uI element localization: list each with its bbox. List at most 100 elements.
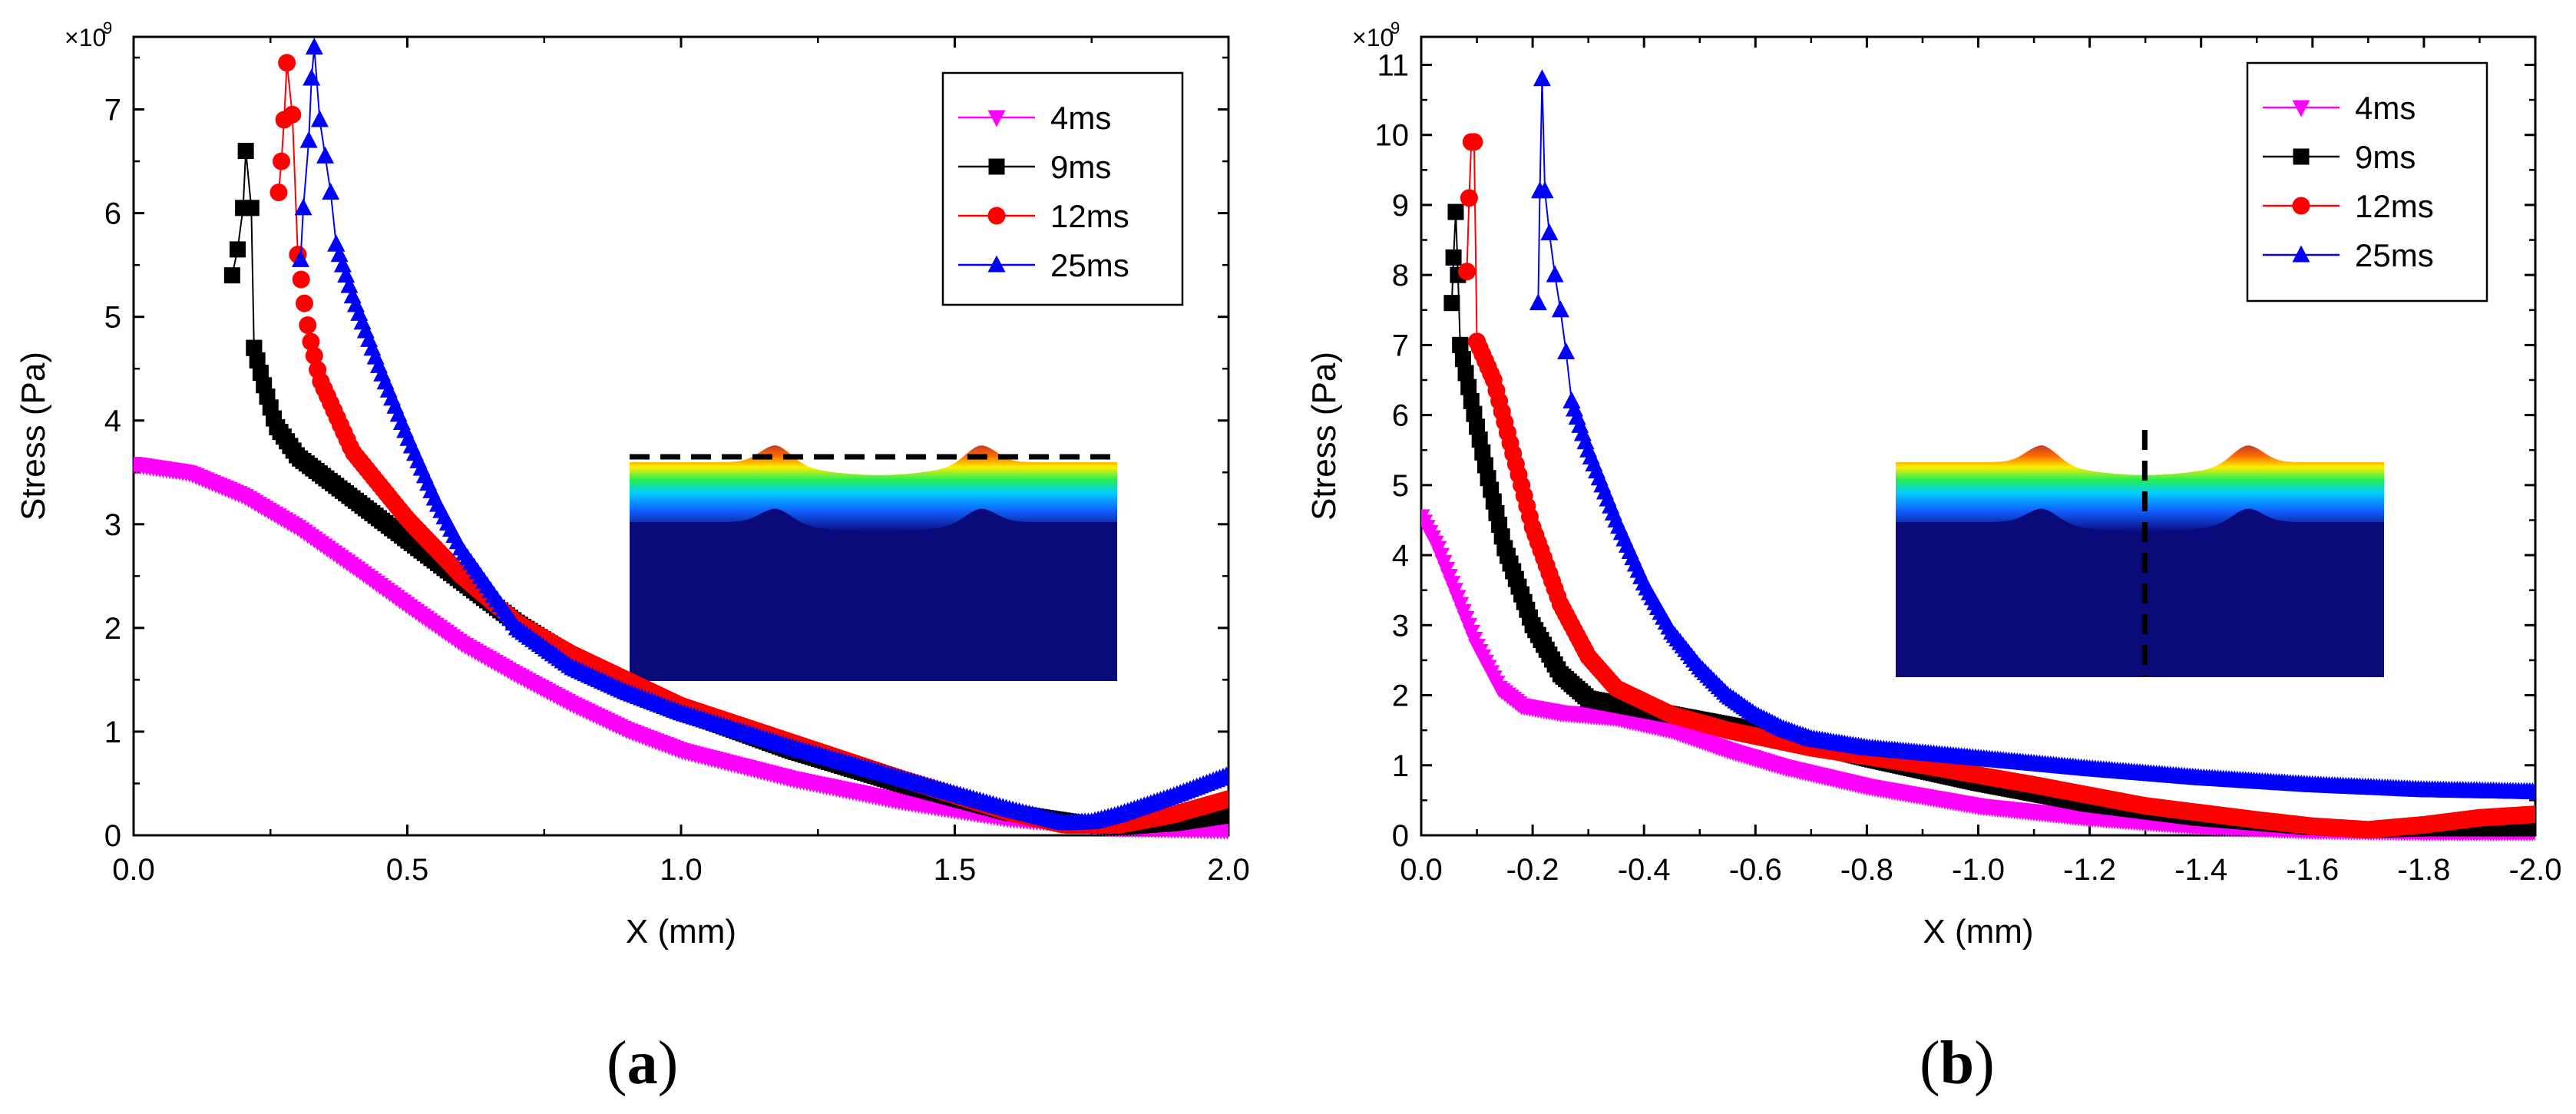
x-tick-label: -0.8 [1840, 853, 1893, 887]
x-tick-label: 2.0 [1207, 853, 1250, 887]
legend-marker-4ms [2292, 100, 2310, 117]
data-point-25ms [1546, 265, 1564, 283]
x-tick-label: -1.0 [1952, 853, 2005, 887]
data-point-12ms [2526, 805, 2535, 824]
x-tick-label: -1.8 [2397, 853, 2450, 887]
data-point-9ms [237, 143, 254, 160]
data-point-4ms [1219, 822, 1228, 840]
data-point-9ms [1457, 365, 1474, 382]
legend-label-25ms: 25ms [2355, 237, 2434, 273]
data-point-25ms [1529, 293, 1547, 311]
panel-label-a: (a) [607, 1030, 679, 1097]
x-tick-label: -1.6 [2286, 853, 2339, 887]
series-4ms [134, 456, 1228, 840]
x-tick-label: -0.4 [1618, 853, 1671, 887]
y-tick-label: 11 [1377, 48, 1409, 82]
data-point-12ms [299, 316, 317, 334]
y-multiplier-label: ×10 [1352, 24, 1394, 51]
legend-label-4ms: 4ms [2355, 90, 2416, 126]
x-tick-label: -0.6 [1729, 853, 1782, 887]
legend-marker-9ms [2293, 148, 2310, 165]
data-point-25ms [310, 110, 329, 127]
x-axis-label: X (mm) [626, 913, 736, 950]
y-tick-label: 1 [1392, 749, 1409, 783]
data-point-12ms [283, 105, 302, 124]
x-tick-label: -0.2 [1506, 853, 1559, 887]
y-tick-label: 5 [104, 301, 121, 335]
series-25ms [1529, 69, 2535, 799]
data-point-9ms [229, 241, 246, 258]
series-line-12ms [1466, 140, 1478, 342]
data-point-12ms [302, 332, 320, 351]
legend-label-12ms: 12ms [1050, 198, 1129, 234]
y-tick-label: 3 [1392, 609, 1409, 643]
data-point-12ms [270, 183, 288, 202]
y-tick-label: 5 [1392, 469, 1409, 503]
x-tick-label: 1.5 [934, 853, 977, 887]
data-point-12ms [1465, 133, 1483, 151]
legend-label-9ms: 9ms [1050, 149, 1111, 185]
chart-panel-b: 0.0 -0.2 -0.4 -0.6 -0.8 -1.0 -1.2 -1.4 -1.6 -1.8 -… [1305, 18, 2562, 950]
data-point-9ms [1463, 392, 1480, 409]
y-tick-label: 3 [104, 508, 121, 542]
data-point-25ms [303, 68, 321, 86]
legend-marker-4ms [987, 110, 1006, 127]
legend-label-12ms: 12ms [2355, 188, 2434, 224]
legend-marker-25ms [987, 255, 1006, 273]
legend-marker-25ms [2292, 245, 2310, 263]
x-tick-label: -2.0 [2509, 853, 2562, 887]
data-point-25ms [2526, 782, 2535, 799]
y-tick-label: 7 [104, 94, 121, 127]
data-point-25ms [299, 131, 318, 148]
data-point-9ms [1454, 351, 1471, 368]
data-point-25ms [316, 146, 335, 164]
legend-label-25ms: 25ms [1050, 247, 1129, 283]
x-tick-label: 0.5 [386, 853, 429, 887]
data-point-9ms [223, 267, 240, 284]
data-point-12ms [295, 294, 313, 312]
inset-surface-band [1896, 445, 2384, 533]
legend: 4ms 9ms 12ms 25ms [2246, 61, 2488, 302]
data-point-9ms [2527, 820, 2535, 837]
data-point-25ms [305, 38, 323, 55]
data-point-25ms [327, 234, 346, 252]
x-tick-label: -1.4 [2174, 853, 2227, 887]
data-point-9ms [1471, 431, 1488, 448]
data-point-12ms [292, 270, 310, 289]
inset-contour-image [1896, 430, 2384, 677]
y-tick-label: 2 [104, 612, 121, 646]
inset-contour-image [630, 445, 1117, 681]
data-point-9ms [1466, 405, 1483, 422]
data-point-9ms [1452, 336, 1469, 353]
data-point-25ms [1551, 300, 1569, 318]
x-tick-label: 0.0 [1400, 853, 1443, 887]
data-point-12ms [278, 54, 296, 72]
y-tick-label: 7 [1392, 329, 1409, 362]
x-tick-label: 0.0 [112, 853, 155, 887]
chart-panel-a: 0.0 0.5 1.0 1.5 2.0 0 1 2 3 4 5 6 7 ×109 X (mm) Stress … [15, 18, 1250, 950]
data-point-9ms [1460, 378, 1477, 395]
y-multiplier-label: ×10 [64, 24, 106, 51]
data-point-25ms [291, 250, 309, 267]
y-tick-label: 8 [1392, 259, 1409, 293]
data-point-9ms [252, 365, 269, 382]
y-axis-label: Stress (Pa) [15, 352, 52, 521]
data-point-12ms [273, 152, 291, 170]
y-tick-label: 6 [1392, 399, 1409, 433]
y-tick-label: 6 [104, 197, 121, 231]
legend-box [941, 71, 1184, 306]
y-tick-label: 4 [104, 405, 121, 438]
data-point-9ms [243, 200, 260, 217]
y-multiplier-exponent: 9 [1391, 18, 1400, 38]
data-point-12ms [1219, 790, 1228, 808]
legend: 4ms 9ms 12ms 25ms [941, 71, 1184, 306]
data-point-9ms [1447, 203, 1464, 220]
data-point-9ms [249, 352, 266, 369]
data-point-9ms [1476, 457, 1493, 474]
x-tick-label: -1.2 [2063, 853, 2116, 887]
data-point-9ms [1445, 249, 1462, 266]
legend-box [2246, 61, 2488, 302]
y-multiplier-exponent: 9 [103, 18, 112, 38]
data-point-25ms [322, 183, 340, 200]
